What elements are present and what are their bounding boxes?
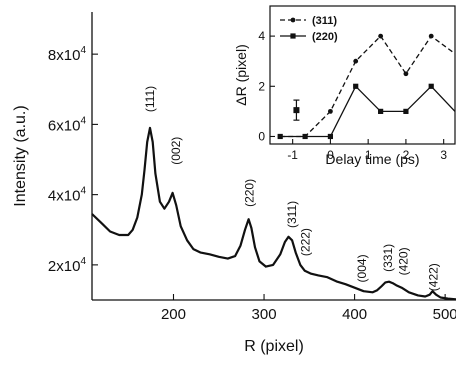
peak-label: (422) — [426, 263, 440, 291]
inset-x-tick-label: 2 — [403, 148, 410, 162]
inset-series-1-point — [428, 83, 434, 89]
inset-x-tick-label: 3 — [440, 148, 447, 162]
peak-label: (311) — [285, 201, 299, 228]
inset-series-0-point — [328, 108, 333, 114]
peak-label: (002) — [169, 137, 183, 165]
main-x-axis-title: R (pixel) — [244, 338, 304, 355]
main-y-tick-label: 2x104 — [48, 256, 87, 275]
inset-frame — [269, 5, 456, 145]
inset-series-0-point — [353, 58, 359, 64]
inset-series-1-point — [302, 133, 308, 140]
legend-311-marker — [290, 17, 296, 23]
main-y-tick-base: 6x10 — [48, 117, 81, 134]
main-x-tick-label: 300 — [252, 306, 277, 323]
main-y-tick-label: 6x104 — [48, 115, 87, 134]
inset-y-tick-label: 4 — [258, 29, 265, 43]
main-y-tick-base: 8x10 — [48, 47, 81, 64]
inset-y-tick-label: 2 — [258, 79, 265, 93]
legend-220-label: (220) — [312, 31, 338, 43]
inset-y-axis-title: ΔR (pixel) — [233, 44, 249, 105]
main-y-tick-base: 4x10 — [48, 188, 81, 205]
peak-label: (220) — [243, 179, 257, 207]
inset-y-tick-label: 0 — [258, 129, 265, 143]
main-y-tick-exponent: 4 — [80, 186, 86, 197]
main-y-tick-base: 2x10 — [48, 258, 81, 275]
inset-series-1-point — [378, 108, 384, 114]
inset-series-1-point — [327, 133, 334, 140]
main-y-tick-label: 8x104 — [48, 45, 87, 64]
inset-series-0-point — [428, 33, 434, 39]
legend-311-label: (311) — [312, 15, 337, 27]
main-y-tick-exponent: 4 — [80, 115, 86, 126]
main-y-axis-title: Intensity (a.u.) — [12, 105, 29, 206]
inset-x-tick-label: 1 — [365, 148, 372, 162]
main-y-tick-exponent: 4 — [80, 45, 86, 56]
inset-x-tick-label: -1 — [287, 148, 298, 162]
peak-label: (420) — [396, 247, 410, 275]
inset-chart: -1 0 1 2 3 0 2 4 Delay time (ps) ΔR (pixel) (311) (… — [233, 5, 456, 167]
inset-x-tick-label: 0 — [327, 148, 334, 162]
main-y-tick-label: 4x104 — [48, 186, 87, 205]
inset-series-1-point — [277, 133, 283, 140]
inset-x-axis-title: Delay time (ps) — [325, 151, 419, 167]
inset-series-1-point — [403, 108, 409, 114]
peak-label: (222) — [299, 228, 313, 256]
inset-series-1-point — [353, 83, 359, 89]
main-x-tick-label: 200 — [161, 306, 186, 323]
main-y-tick-exponent: 4 — [80, 256, 86, 267]
error-bar-point — [293, 107, 300, 114]
peak-label: (331) — [381, 244, 395, 272]
peak-label: (004) — [355, 254, 369, 282]
inset-series-0-point — [378, 33, 384, 39]
inset-series-1-line — [280, 85, 456, 138]
inset-series-0-line — [280, 35, 456, 138]
inset-series-0-point — [403, 71, 409, 77]
main-x-tick-label: 400 — [342, 306, 367, 323]
peak-label: (111) — [143, 86, 157, 112]
main-x-tick-label: 500 — [433, 306, 456, 323]
legend-220-marker — [290, 33, 296, 39]
intensity-curve — [91, 126, 456, 301]
